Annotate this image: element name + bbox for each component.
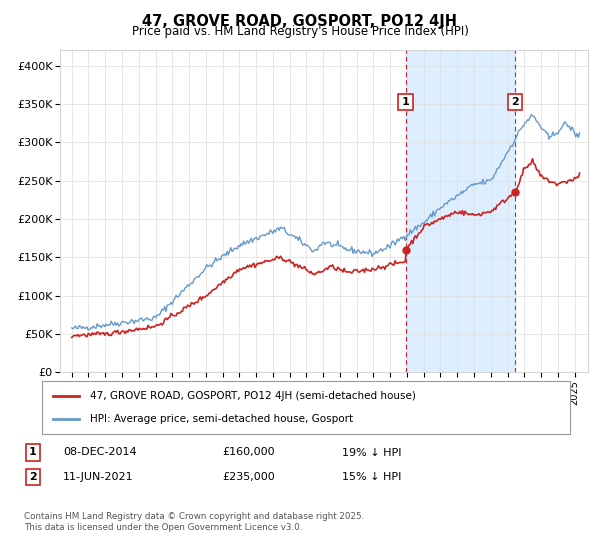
Text: 2: 2 [29,472,37,482]
Text: £235,000: £235,000 [222,472,275,482]
Text: 08-DEC-2014: 08-DEC-2014 [63,447,137,458]
Bar [406,50,515,372]
Text: Contains HM Land Registry data © Crown copyright and database right 2025.
This d: Contains HM Land Registry data © Crown c… [24,512,364,532]
Text: 2: 2 [511,97,519,107]
Text: £160,000: £160,000 [222,447,275,458]
Text: 1: 1 [402,97,410,107]
Text: 19% ↓ HPI: 19% ↓ HPI [342,447,401,458]
Text: Price paid vs. HM Land Registry's House Price Index (HPI): Price paid vs. HM Land Registry's House … [131,25,469,38]
Text: 47, GROVE ROAD, GOSPORT, PO12 4JH: 47, GROVE ROAD, GOSPORT, PO12 4JH [143,14,458,29]
Text: 1: 1 [29,447,37,458]
Text: HPI: Average price, semi-detached house, Gosport: HPI: Average price, semi-detached house,… [89,414,353,424]
Text: 15% ↓ HPI: 15% ↓ HPI [342,472,401,482]
Text: 11-JUN-2021: 11-JUN-2021 [63,472,134,482]
Text: 47, GROVE ROAD, GOSPORT, PO12 4JH (semi-detached house): 47, GROVE ROAD, GOSPORT, PO12 4JH (semi-… [89,391,415,401]
